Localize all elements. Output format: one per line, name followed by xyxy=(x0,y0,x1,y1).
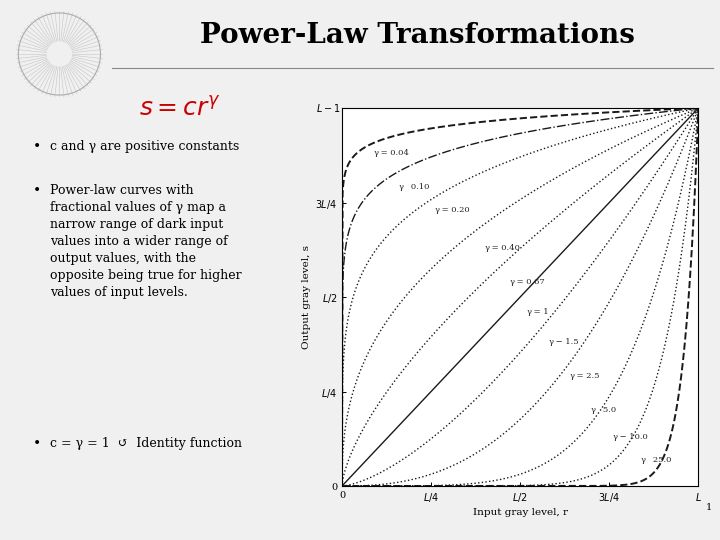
Text: •: • xyxy=(32,140,40,154)
Text: γ = 0.04: γ = 0.04 xyxy=(374,150,409,157)
Text: $L - 1$: $L - 1$ xyxy=(315,102,341,114)
Text: c and γ are positive constants: c and γ are positive constants xyxy=(50,140,240,153)
Text: γ   0.10: γ 0.10 xyxy=(399,184,429,191)
Text: γ = 2.5: γ = 2.5 xyxy=(570,373,600,380)
Text: γ = 0.20: γ = 0.20 xyxy=(435,206,469,214)
Text: 1: 1 xyxy=(706,503,712,512)
Text: γ − 1.5: γ − 1.5 xyxy=(549,339,578,346)
Text: •: • xyxy=(32,437,40,451)
Circle shape xyxy=(48,42,71,66)
Y-axis label: Output gray level, s: Output gray level, s xyxy=(302,245,311,349)
Text: γ   5.0: γ 5.0 xyxy=(592,407,616,414)
Text: γ = 0.67: γ = 0.67 xyxy=(510,278,544,286)
Text: c = γ = 1  ↺  Identity function: c = γ = 1 ↺ Identity function xyxy=(50,437,243,450)
Text: $\it{s = cr^{\gamma}}$: $\it{s = cr^{\gamma}}$ xyxy=(139,97,221,121)
Text: •: • xyxy=(32,184,40,198)
X-axis label: Input gray level, r: Input gray level, r xyxy=(473,508,567,517)
Text: Power-Law Transformations: Power-Law Transformations xyxy=(200,22,635,49)
Text: γ = 1: γ = 1 xyxy=(527,308,549,316)
Text: γ = 0.40: γ = 0.40 xyxy=(485,244,519,252)
Text: γ   25.0: γ 25.0 xyxy=(642,456,672,463)
Text: Power-law curves with
fractional values of γ map a
narrow range of dark input
va: Power-law curves with fractional values … xyxy=(50,184,242,299)
Text: γ − 10.0: γ − 10.0 xyxy=(613,433,647,441)
